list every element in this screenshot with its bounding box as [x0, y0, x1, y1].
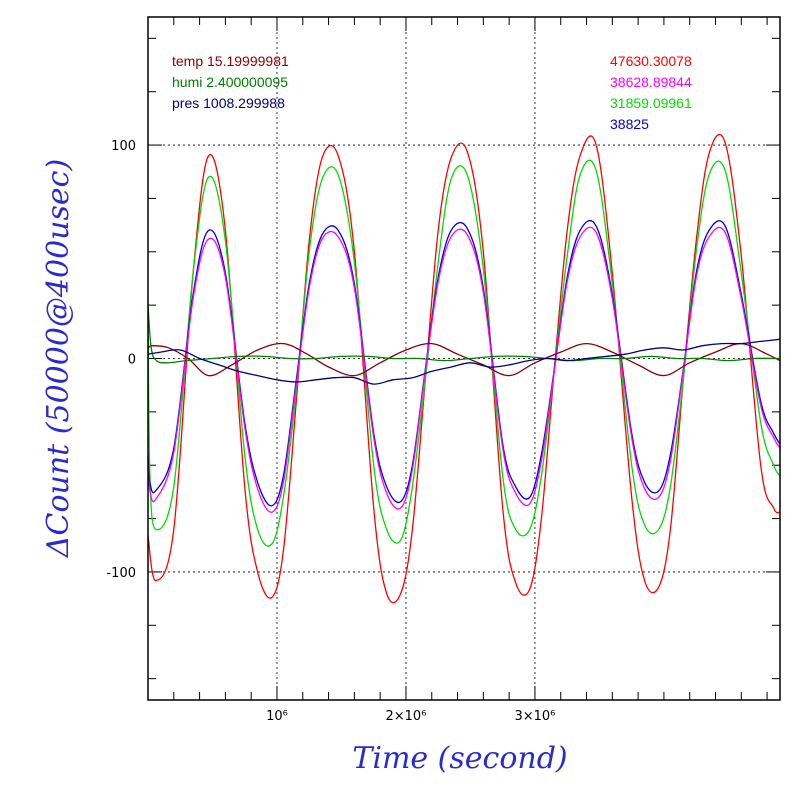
legend-right-entry-1: 38628.89844 [610, 74, 692, 90]
x-tick-label-2: 3×10⁶ [514, 709, 555, 724]
series-line-5 [148, 305, 780, 364]
y-tick-label-1: 0 [128, 353, 136, 368]
plot-frame [147, 16, 781, 701]
series-line-4 [148, 342, 780, 377]
y-axis-title: ΔCount (50000@400usec) [41, 159, 76, 558]
x-tick-label-0: 10⁶ [266, 709, 288, 724]
legend-left-entry-2: pres 1008.299988 [172, 95, 285, 111]
y-tick-label-0: 100 [111, 139, 136, 154]
series-line-1 [148, 159, 780, 547]
series-line-6 [148, 338, 780, 385]
legend-right-entry-2: 31859.09961 [610, 95, 692, 111]
legend-left: temp 15.19999981 humi 2.400000095 pres 100… [172, 53, 289, 111]
x-tick-label-1: 2×10⁶ [385, 709, 426, 724]
legend-right: 47630.30078 38628.89844 31859.09961 38825 [610, 53, 692, 132]
tick-labels: 10⁶ 2×10⁶ 3×10⁶ 100 0 -100 [106, 139, 555, 724]
legend-right-entry-3: 38825 [610, 116, 649, 132]
series-layer [148, 133, 780, 604]
legend-right-entry-0: 47630.30078 [610, 53, 692, 69]
series-line-0 [148, 133, 780, 604]
legend-left-entry-1: humi 2.400000095 [172, 74, 288, 90]
legend-left-entry-0: temp 15.19999981 [172, 53, 289, 69]
series-line-3 [148, 226, 780, 513]
x-axis-title: Time (second) [352, 741, 567, 776]
y-tick-label-2: -100 [106, 566, 136, 581]
